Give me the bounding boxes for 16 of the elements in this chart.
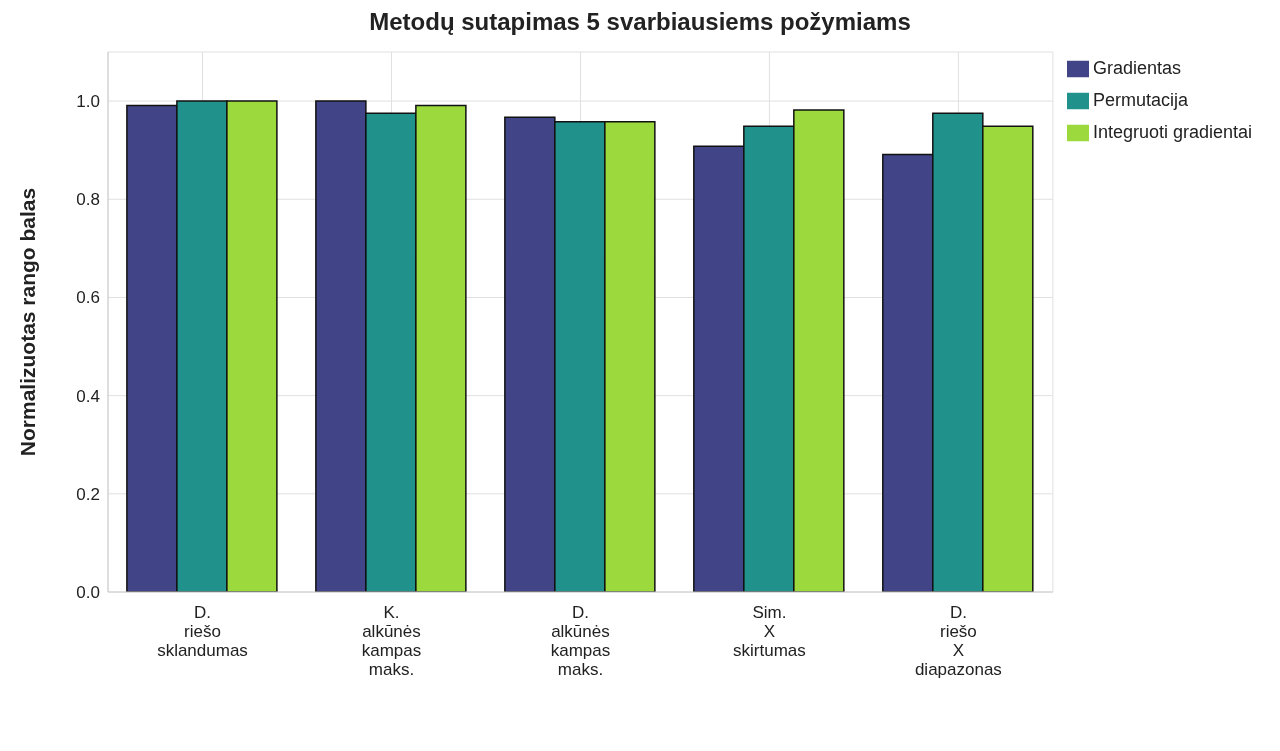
x-tick-label: D. alkūnės kampas maks. <box>550 603 611 679</box>
y-tick-label: 0.4 <box>76 386 100 406</box>
y-tick-label: 0.8 <box>76 190 100 210</box>
x-tick-label: Sim. X skirtumas <box>733 603 806 660</box>
y-tick-label: 1.0 <box>76 92 100 112</box>
x-tick-label: K. alkūnės kampas maks. <box>361 603 422 679</box>
x-tick-label: D. riešo sklandumas <box>157 603 248 660</box>
legend-label: Permutacija <box>1092 90 1188 110</box>
y-axis-title: Normalizuotas rango balas <box>16 187 40 457</box>
chart-title: Metodų sutapimas 5 svarbiausiems požymiams <box>368 8 912 37</box>
x-tick-label: D. riešo X diapazonas <box>914 603 1002 679</box>
y-tick-label: 0.2 <box>76 484 100 504</box>
legend-label: Integruoti gradientai <box>1092 122 1252 142</box>
y-tick-label: 0.6 <box>76 288 100 308</box>
legend-label: Gradientas <box>1092 58 1181 78</box>
y-tick-label: 0.0 <box>76 583 100 603</box>
